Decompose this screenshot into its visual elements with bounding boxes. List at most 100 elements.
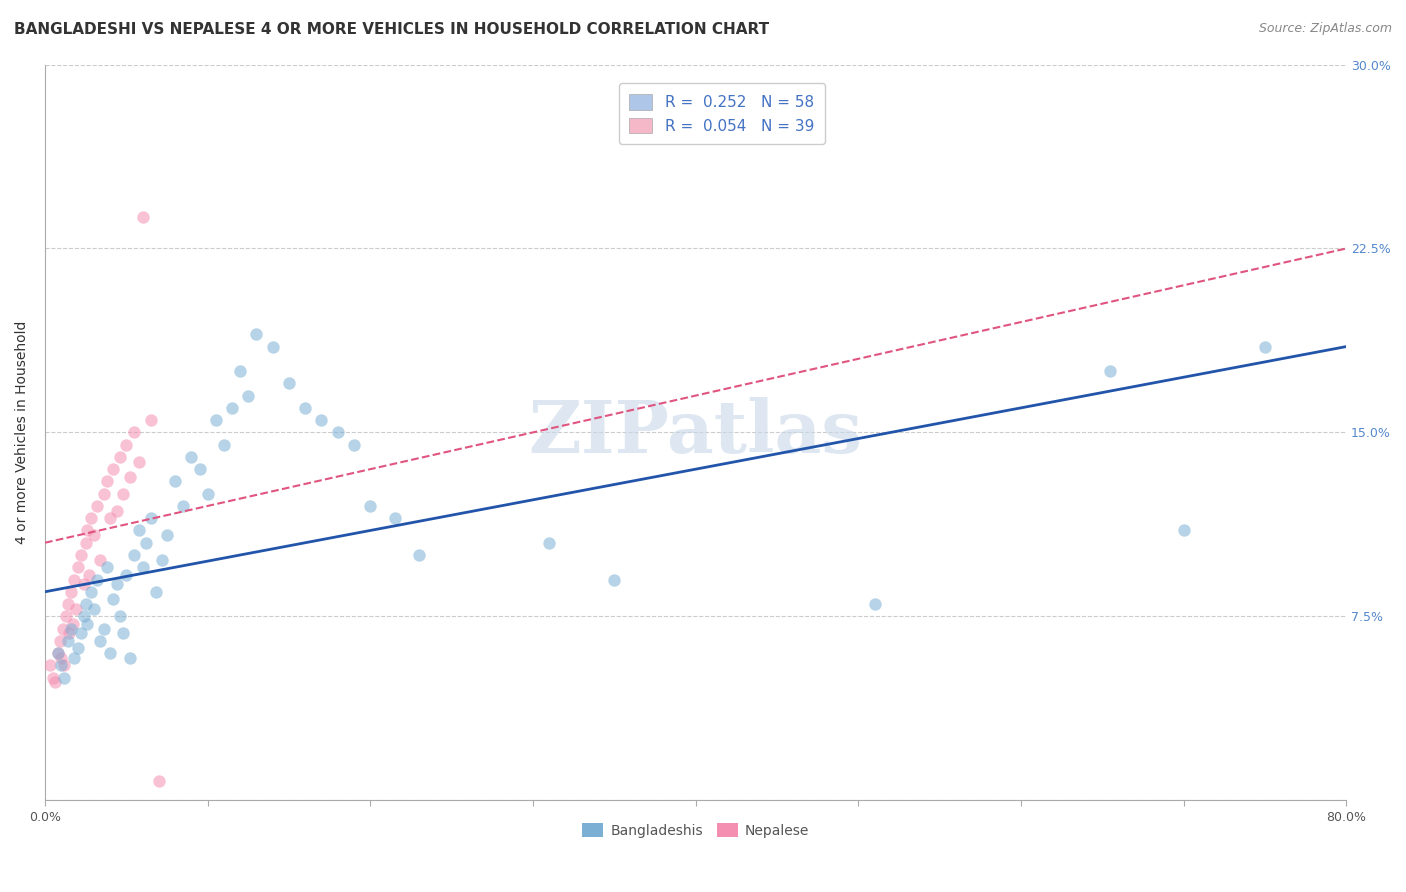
Point — [863, 597, 886, 611]
Point — [77, 567, 100, 582]
Point — [69, 626, 91, 640]
Point — [75, 597, 97, 611]
Point — [93, 486, 115, 500]
Point — [108, 450, 131, 464]
Point — [128, 455, 150, 469]
Point — [59, 584, 82, 599]
Point — [98, 511, 121, 525]
Point — [212, 437, 235, 451]
Point — [145, 584, 167, 599]
Point — [294, 401, 316, 415]
Point — [115, 567, 138, 582]
Point — [56, 597, 79, 611]
Point — [603, 573, 626, 587]
Point — [58, 626, 80, 640]
Point — [44, 675, 66, 690]
Point — [1173, 524, 1195, 538]
Point — [172, 499, 194, 513]
Point — [165, 475, 187, 489]
Legend: Bangladeshis, Nepalese: Bangladeshis, Nepalese — [575, 816, 815, 845]
Point — [311, 413, 333, 427]
Point — [204, 413, 226, 427]
Point — [180, 450, 202, 464]
Point — [46, 646, 69, 660]
Point — [197, 486, 219, 500]
Point — [73, 577, 96, 591]
Point — [229, 364, 252, 378]
Point — [65, 602, 87, 616]
Point — [76, 524, 98, 538]
Point — [538, 535, 561, 549]
Text: ZIPatlas: ZIPatlas — [529, 397, 863, 468]
Point — [56, 633, 79, 648]
Point — [359, 499, 381, 513]
Point — [343, 437, 366, 451]
Point — [124, 548, 146, 562]
Point — [59, 622, 82, 636]
Point — [75, 535, 97, 549]
Point — [69, 548, 91, 562]
Point — [118, 651, 141, 665]
Point — [66, 641, 89, 656]
Point — [188, 462, 211, 476]
Point — [112, 626, 135, 640]
Point — [55, 609, 77, 624]
Point — [86, 573, 108, 587]
Point — [278, 376, 301, 391]
Point — [89, 633, 111, 648]
Text: Source: ZipAtlas.com: Source: ZipAtlas.com — [1258, 22, 1392, 36]
Point — [221, 401, 243, 415]
Point — [131, 210, 153, 224]
Point — [103, 592, 125, 607]
Y-axis label: 4 or more Vehicles in Household: 4 or more Vehicles in Household — [15, 321, 30, 544]
Point — [83, 528, 105, 542]
Point — [156, 528, 179, 542]
Point — [103, 462, 125, 476]
Point — [48, 633, 70, 648]
Point — [63, 651, 86, 665]
Point — [135, 535, 157, 549]
Point — [139, 413, 162, 427]
Point — [108, 609, 131, 624]
Point — [384, 511, 406, 525]
Point — [79, 584, 101, 599]
Point — [262, 340, 284, 354]
Point — [326, 425, 349, 440]
Point — [238, 389, 260, 403]
Point — [93, 622, 115, 636]
Point — [62, 616, 84, 631]
Point — [79, 511, 101, 525]
Point — [245, 327, 267, 342]
Point — [118, 469, 141, 483]
Point — [42, 671, 65, 685]
Point — [105, 504, 128, 518]
Point — [52, 622, 75, 636]
Point — [86, 499, 108, 513]
Point — [96, 475, 118, 489]
Point — [131, 560, 153, 574]
Point — [53, 658, 76, 673]
Point — [38, 658, 60, 673]
Point — [53, 671, 76, 685]
Point — [66, 560, 89, 574]
Point — [46, 646, 69, 660]
Point — [128, 524, 150, 538]
Point — [115, 437, 138, 451]
Point — [150, 553, 173, 567]
Point — [51, 651, 73, 665]
Point — [89, 553, 111, 567]
Text: BANGLADESHI VS NEPALESE 4 OR MORE VEHICLES IN HOUSEHOLD CORRELATION CHART: BANGLADESHI VS NEPALESE 4 OR MORE VEHICL… — [14, 22, 769, 37]
Point — [112, 486, 135, 500]
Point — [408, 548, 430, 562]
Point — [83, 602, 105, 616]
Point — [148, 773, 170, 788]
Point — [98, 646, 121, 660]
Point — [73, 609, 96, 624]
Point — [63, 573, 86, 587]
Point — [105, 577, 128, 591]
Point — [124, 425, 146, 440]
Point — [139, 511, 162, 525]
Point — [76, 616, 98, 631]
Point — [96, 560, 118, 574]
Point — [1099, 364, 1122, 378]
